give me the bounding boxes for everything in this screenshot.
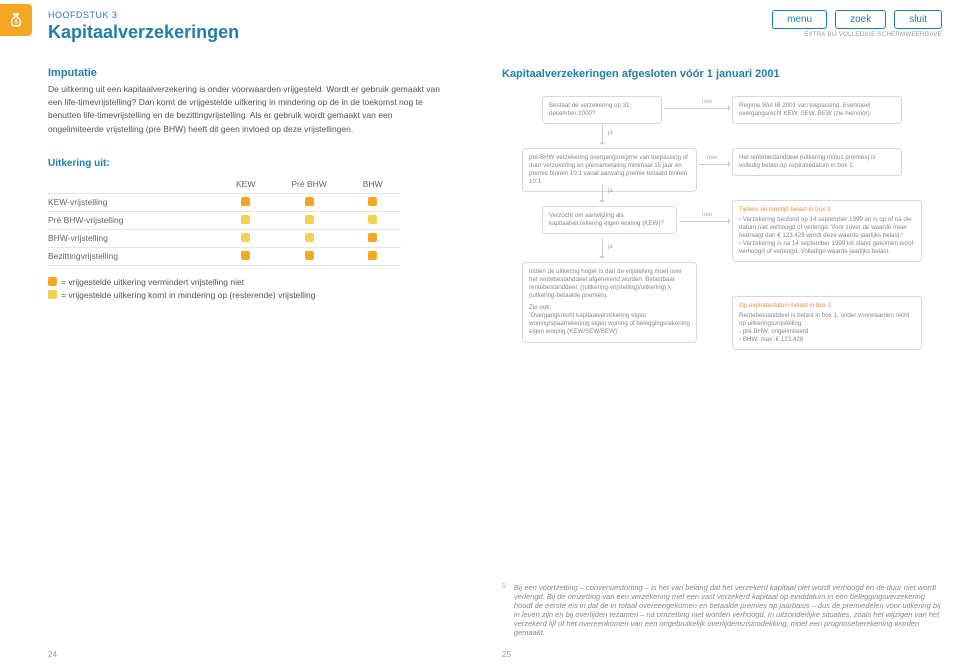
table-heading: Uitkering uit: <box>48 158 456 169</box>
flow-node-r4: Indien de uitkering hoger is dan de vrij… <box>522 262 697 343</box>
flow-node-r4r-body: Rentebestanddeel is belast in box 1, ond… <box>739 312 909 343</box>
cell <box>345 211 401 229</box>
legend-text: = vrijgestelde uitkering komt in minderi… <box>61 290 315 300</box>
chapter-label: HOOFDSTUK 3 <box>48 10 456 20</box>
col-header: KEW <box>218 175 273 194</box>
flow-node-q3: Verzocht om aanwijzing als kapitaalverze… <box>542 206 677 234</box>
flow-node-r4r: Op expiratiedatum belast in box 1 Renteb… <box>732 296 922 350</box>
arrow-icon <box>602 124 603 144</box>
legend-text: = vrijgestelde uitkering vermindert vrij… <box>61 277 244 287</box>
footnote-marker: 1 <box>502 583 506 637</box>
swatch-icon <box>368 233 377 242</box>
cell <box>345 247 401 265</box>
table-row: Bezittingvrijstelling <box>48 247 401 265</box>
swatch-icon <box>305 197 314 206</box>
col-header: BHW <box>345 175 401 194</box>
swatch-icon <box>241 233 250 242</box>
label-ja: ja <box>608 244 613 252</box>
swatch-icon <box>305 215 314 224</box>
table-row: Pré BHW-vrijstelling <box>48 211 401 229</box>
label-ja: ja <box>608 188 613 196</box>
menu-button[interactable]: menu <box>772 10 827 29</box>
cell <box>218 211 273 229</box>
arrow-icon <box>664 108 730 109</box>
legend-swatch-yellow <box>48 290 57 299</box>
row-label: Pré BHW-vrijstelling <box>48 211 218 229</box>
arrow-icon <box>679 221 730 222</box>
flowchart: Bestaat de verzekering op 31 december 20… <box>502 96 942 396</box>
right-title: Kapitaalverzekeringen afgesloten vóór 1 … <box>502 68 942 80</box>
swatch-icon <box>241 197 250 206</box>
label-nee: nee <box>707 155 717 163</box>
zoek-button[interactable]: zoek <box>835 10 886 29</box>
cell <box>273 247 344 265</box>
left-page: HOOFDSTUK 3 Kapitaalverzekeringen Imputa… <box>0 0 484 667</box>
flow-node-r3-head: Tijdens de looptijd belast in box 3 <box>739 206 915 214</box>
flow-node-r1: Regime Wet IB 2001 van toepassing. Event… <box>732 96 902 124</box>
vrijstelling-table: KEWPré BHWBHW KEW-vrijstellingPré BHW-vr… <box>48 175 401 266</box>
footnote-text: Bij een voortzetting – conversiestorting… <box>514 583 942 637</box>
label-nee: nee <box>702 99 712 107</box>
flow-node-r4r-head: Op expiratiedatum belast in box 1 <box>739 302 915 310</box>
flow-node-r2: Het rentebestanddeel (uitkering minus pr… <box>732 148 902 176</box>
arrow-icon <box>699 164 730 165</box>
swatch-icon <box>368 251 377 260</box>
right-page: menu zoek sluit EXTRA BIJ VOLLEDIGE SCHE… <box>484 0 960 667</box>
nav-buttons: menu zoek sluit <box>772 10 942 29</box>
table-row: BHW-vrijstelling <box>48 229 401 247</box>
cell <box>345 193 401 211</box>
row-label: BHW-vrijstelling <box>48 229 218 247</box>
swatch-icon <box>368 197 377 206</box>
page-title: Kapitaalverzekeringen <box>48 22 456 43</box>
flow-node-r4-main: Indien de uitkering hoger is dan de vrij… <box>529 268 682 299</box>
flow-node-q1: Bestaat de verzekering op 31 december 20… <box>542 96 662 124</box>
page-number-left: 24 <box>48 650 57 659</box>
flow-node-r4-extra: Zie ook: ‘Overgangsrecht kapitaalverzeke… <box>529 304 690 335</box>
cell <box>273 211 344 229</box>
swatch-icon <box>241 251 250 260</box>
section-heading: Imputatie <box>48 67 456 79</box>
arrow-icon <box>602 238 603 258</box>
swatch-icon <box>305 233 314 242</box>
page-spread: $ HOOFDSTUK 3 Kapitaalverzekeringen Impu… <box>0 0 960 667</box>
swatch-icon <box>241 215 250 224</box>
label-nee: nee <box>702 212 712 220</box>
body-text: De uitkering uit een kapitaalverzekering… <box>48 83 448 136</box>
label-ja: ja <box>608 130 613 138</box>
row-label: Bezittingvrijstelling <box>48 247 218 265</box>
swatch-icon <box>305 251 314 260</box>
cell <box>273 229 344 247</box>
cell <box>218 193 273 211</box>
footnote: 1 Bij een voortzetting – conversiestorti… <box>502 583 942 637</box>
swatch-icon <box>368 215 377 224</box>
flow-node-r3: Tijdens de looptijd belast in box 3 › Ve… <box>732 200 922 262</box>
col-header: Pré BHW <box>273 175 344 194</box>
cell <box>218 229 273 247</box>
nav-caption: EXTRA BIJ VOLLEDIGE SCHERMWEERGAVE <box>804 32 942 38</box>
page-number-right: 25 <box>502 650 511 659</box>
cell <box>273 193 344 211</box>
table-row: KEW-vrijstelling <box>48 193 401 211</box>
sluit-button[interactable]: sluit <box>894 10 942 29</box>
legend-swatch-orange <box>48 277 57 286</box>
arrow-icon <box>602 184 603 202</box>
cell <box>345 229 401 247</box>
legend: = vrijgestelde uitkering vermindert vrij… <box>48 276 456 303</box>
cell <box>218 247 273 265</box>
flow-node-q2: pré-BHW verzekering overgangsregime van … <box>522 148 697 192</box>
flow-node-r3-body: › Verzekering bestond op 14 september 19… <box>739 216 913 255</box>
row-label: KEW-vrijstelling <box>48 193 218 211</box>
